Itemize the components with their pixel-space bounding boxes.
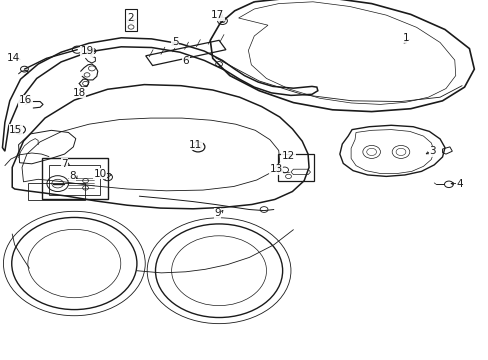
Text: 9: 9 [214, 208, 221, 218]
Text: 5: 5 [171, 37, 178, 48]
Bar [277, 154, 314, 181]
Text: 11: 11 [188, 140, 202, 150]
Bar [124, 9, 137, 31]
Text: 8: 8 [69, 171, 76, 181]
Text: 18: 18 [72, 88, 86, 98]
Text: 7: 7 [61, 159, 68, 169]
Bar [28, 183, 84, 200]
Text: 10: 10 [94, 168, 106, 179]
Text: 2: 2 [127, 13, 134, 23]
Bar [49, 165, 100, 195]
Text: 19: 19 [80, 46, 94, 56]
Text: 12: 12 [281, 150, 295, 161]
Text: 14: 14 [7, 53, 20, 63]
Text: 16: 16 [19, 95, 32, 105]
Text: 17: 17 [210, 10, 224, 20]
Text: 15: 15 [9, 125, 22, 135]
Text: 13: 13 [269, 164, 283, 174]
Bar [41, 158, 107, 199]
Text: 6: 6 [182, 56, 189, 66]
Text: 4: 4 [455, 179, 462, 189]
Text: 3: 3 [428, 146, 435, 156]
Text: 1: 1 [402, 33, 408, 43]
